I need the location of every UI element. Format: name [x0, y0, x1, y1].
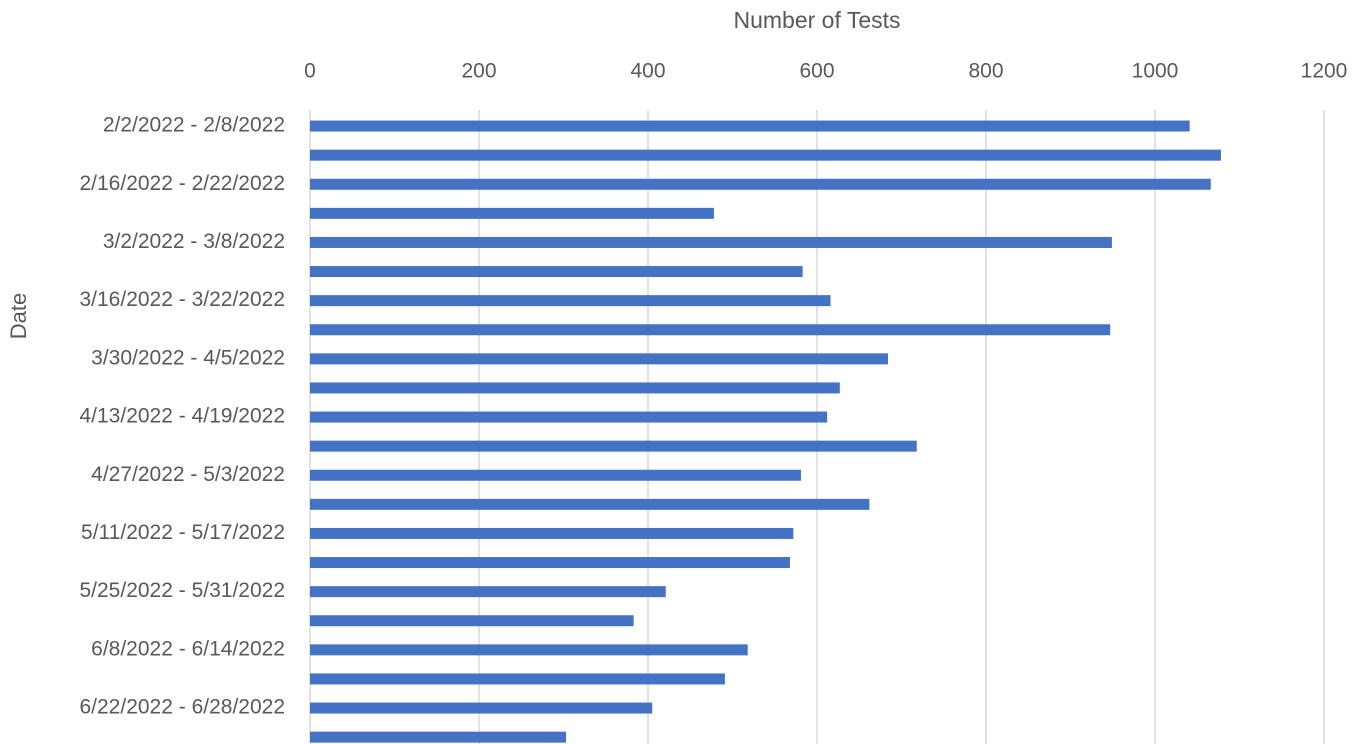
- bar: [310, 149, 1221, 161]
- bar: [310, 236, 1112, 248]
- bar: [310, 673, 725, 685]
- y-tick-label: 3/30/2022 - 4/5/2022: [91, 346, 285, 369]
- y-tick-label: 4/27/2022 - 5/3/2022: [91, 463, 285, 486]
- bar: [310, 527, 794, 539]
- y-axis-title: Date: [6, 293, 31, 339]
- y-tick-label: 2/16/2022 - 2/22/2022: [79, 172, 285, 195]
- bar: [310, 266, 803, 278]
- x-tick-label: 1000: [1132, 60, 1179, 83]
- bar: [310, 207, 714, 219]
- bar: [310, 469, 801, 481]
- bar: [310, 557, 790, 569]
- bar: [310, 411, 828, 423]
- y-tick-label: 4/13/2022 - 4/19/2022: [79, 405, 285, 428]
- bar: [310, 440, 917, 452]
- y-tick-label: 5/11/2022 - 5/17/2022: [81, 521, 285, 544]
- bar: [310, 644, 748, 656]
- bar: [310, 498, 870, 510]
- x-tick-label: 800: [968, 60, 1003, 83]
- bar: [310, 178, 1211, 190]
- y-tick-label: 6/8/2022 - 6/14/2022: [91, 637, 285, 660]
- bar: [310, 586, 666, 598]
- bar: [310, 731, 567, 743]
- bar: [310, 353, 888, 365]
- bar: [310, 295, 831, 307]
- x-tick-label: 0: [304, 60, 316, 83]
- x-tick-label: 600: [799, 60, 834, 83]
- y-tick-label: 3/16/2022 - 3/22/2022: [79, 288, 285, 311]
- x-tick-label: 400: [630, 60, 665, 83]
- x-tick-label: 200: [461, 60, 496, 83]
- bar: [310, 324, 1111, 336]
- bar: [310, 702, 653, 714]
- x-axis-title: Number of Tests: [733, 7, 900, 33]
- y-tick-label: 5/25/2022 - 5/31/2022: [79, 579, 285, 602]
- bar: [310, 382, 840, 394]
- y-tick-label: 2/2/2022 - 2/8/2022: [103, 114, 285, 137]
- y-tick-label: 6/22/2022 - 6/28/2022: [79, 696, 285, 719]
- bar: [310, 120, 1190, 132]
- x-tick-label: 1200: [1301, 60, 1348, 83]
- y-tick-label: 3/2/2022 - 3/8/2022: [103, 230, 285, 253]
- bar: [310, 615, 634, 627]
